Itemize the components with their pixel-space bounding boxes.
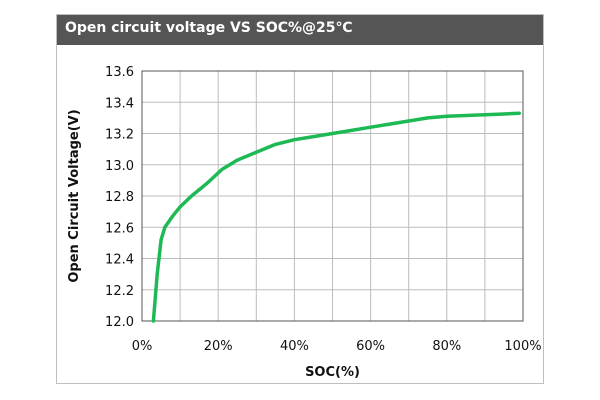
x-tick-label: 40%: [280, 339, 309, 354]
x-tick-label: 100%: [504, 339, 541, 354]
x-tick-label: 60%: [356, 339, 385, 354]
series-layer: [151, 111, 521, 323]
x-tick-label: 20%: [204, 339, 233, 354]
y-tick-label: 12.6: [105, 221, 134, 236]
x-axis-title: SOC(%): [305, 365, 360, 380]
y-axis-ticks: 12.0 12.2 12.4 12.6 12.8 13.0 13.2 13.4 13.6: [105, 65, 134, 330]
y-tick-label: 13.6: [105, 65, 134, 80]
plot-area-border: [141, 70, 524, 322]
y-tick-label: 13.0: [105, 159, 134, 174]
y-axis-title: Open Circuit Voltage(V): [67, 109, 82, 282]
y-tick-label: 12.4: [105, 253, 134, 268]
chart-title-bar: Open circuit voltage VS SOC%@25℃: [57, 15, 543, 45]
y-tick-label: 12.0: [105, 315, 134, 330]
x-tick-label: 0%: [132, 339, 153, 354]
chart-frame: Open circuit voltage VS SOC%@25℃: [56, 14, 544, 384]
x-tick-label: 80%: [432, 339, 461, 354]
y-tick-label: 13.4: [105, 96, 134, 111]
y-tick-label: 13.2: [105, 128, 134, 143]
x-axis-ticks: 0% 20% 40% 60% 80% 100%: [132, 339, 542, 354]
y-tick-label: 12.2: [105, 284, 134, 299]
grid: [141, 70, 524, 322]
ocv-series-line: [151, 111, 521, 323]
chart-title: Open circuit voltage VS SOC%@25℃: [65, 20, 353, 36]
y-tick-label: 12.8: [105, 190, 134, 205]
